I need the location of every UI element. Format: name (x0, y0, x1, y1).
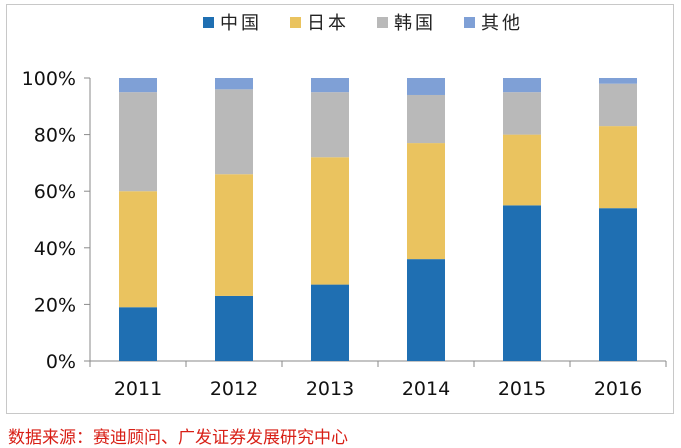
stacked-bar-chart: 中国 日本 韩国 其他 0% 20% 40% 60% 80% 100% 2011 2012 2013… (22, 13, 667, 400)
legend: 中国 日本 韩国 其他 (203, 13, 523, 34)
bar-segment (407, 259, 445, 361)
bar-segment (599, 78, 637, 84)
bar-segment (119, 191, 157, 308)
y-tick-label: 40% (34, 238, 76, 260)
bar-segment (215, 295, 253, 361)
bar-segment (311, 157, 349, 285)
y-tick-label: 60% (34, 181, 76, 203)
legend-label: 日本 (307, 13, 349, 34)
legend-swatch (377, 17, 388, 28)
legend-label: 其他 (481, 13, 523, 34)
bar-segment (503, 78, 541, 93)
bar-segment (311, 78, 349, 93)
y-axis: 0% 20% 40% 60% 80% 100% (22, 68, 91, 373)
x-axis: 2011 2012 2013 2014 2015 2016 (89, 360, 667, 400)
chart-frame (6, 4, 674, 414)
bar-segment (119, 307, 157, 361)
bar-segment (599, 83, 637, 127)
bar-segment (503, 92, 541, 135)
x-tick-label: 2016 (594, 378, 642, 400)
bar-segment (503, 134, 541, 206)
data-source-note: 数据来源：赛迪顾问、广发证券发展研究中心 (8, 428, 348, 448)
bar-segment (599, 208, 637, 361)
bar-segment (599, 126, 637, 209)
x-tick-label: 2011 (114, 378, 162, 400)
legend-swatch (464, 17, 475, 28)
bar-segment (215, 89, 253, 175)
legend-label: 中国 (220, 13, 262, 34)
bars (119, 78, 637, 361)
bar-segment (407, 78, 445, 95)
bar-segment (311, 284, 349, 361)
bar-segment (119, 78, 157, 93)
legend-label: 韩国 (394, 13, 436, 34)
x-tick-label: 2013 (306, 378, 354, 400)
x-tick-label: 2014 (402, 378, 450, 400)
y-tick-label: 80% (34, 125, 76, 147)
bar-segment (503, 205, 541, 361)
bar-segment (215, 78, 253, 90)
y-tick-label: 20% (34, 294, 76, 316)
legend-swatch (203, 17, 214, 28)
y-tick-label: 100% (22, 68, 76, 90)
bar-segment (215, 174, 253, 296)
legend-swatch (290, 17, 301, 28)
bar-segment (119, 92, 157, 192)
x-tick-label: 2012 (210, 378, 258, 400)
y-tick-label: 0% (46, 351, 76, 373)
bar-segment (311, 92, 349, 158)
x-tick-label: 2015 (498, 378, 546, 400)
bar-segment (407, 94, 445, 144)
bar-segment (407, 143, 445, 260)
